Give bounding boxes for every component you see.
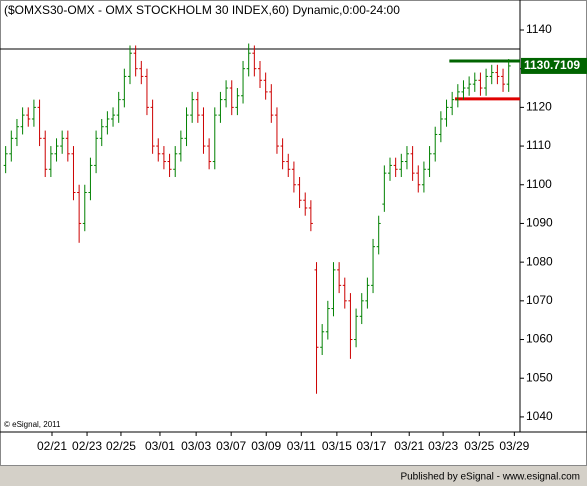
y-tick-label: 1040 (526, 409, 553, 423)
x-tick-label: 02/25 (106, 439, 136, 453)
y-tick-label: 1140 (526, 22, 552, 36)
x-tick-label: 03/21 (394, 439, 424, 453)
x-tick-label: 03/29 (499, 439, 529, 453)
x-tick-label: 02/21 (37, 439, 67, 453)
x-tick-label: 02/23 (72, 439, 102, 453)
y-tick-label: 1080 (526, 254, 553, 268)
x-tick-label: 03/03 (181, 439, 211, 453)
last-price-box (521, 57, 587, 74)
y-tick-label: 1120 (526, 100, 552, 114)
y-tick-label: 1070 (526, 293, 553, 307)
x-tick-label: 03/11 (287, 439, 316, 453)
y-tick-label: 1100 (526, 177, 552, 191)
x-tick-label: 03/25 (464, 439, 494, 453)
x-tick-label: 03/15 (322, 439, 352, 453)
chart-title: ($OMXS30-OMX - OMX STOCKHOLM 30 INDEX,60… (4, 3, 400, 17)
y-tick-label: 1110 (526, 138, 551, 152)
copyright: © eSignal, 2011 (4, 420, 61, 429)
x-tick-label: 03/07 (216, 439, 246, 453)
x-tick-label: 03/01 (145, 439, 175, 453)
footer: Published by eSignal - www.esignal.com (400, 472, 580, 483)
y-tick-label: 1060 (526, 332, 553, 346)
last-price-label: 1130.7109 (524, 58, 580, 72)
x-tick-label: 03/17 (356, 439, 386, 453)
footer-bar (0, 466, 587, 486)
x-tick-label: 03/09 (251, 439, 281, 453)
y-tick-label: 1050 (526, 370, 553, 384)
x-tick-label: 03/23 (428, 439, 458, 453)
y-tick-label: 1090 (526, 216, 553, 230)
chart-frame (0, 0, 587, 466)
